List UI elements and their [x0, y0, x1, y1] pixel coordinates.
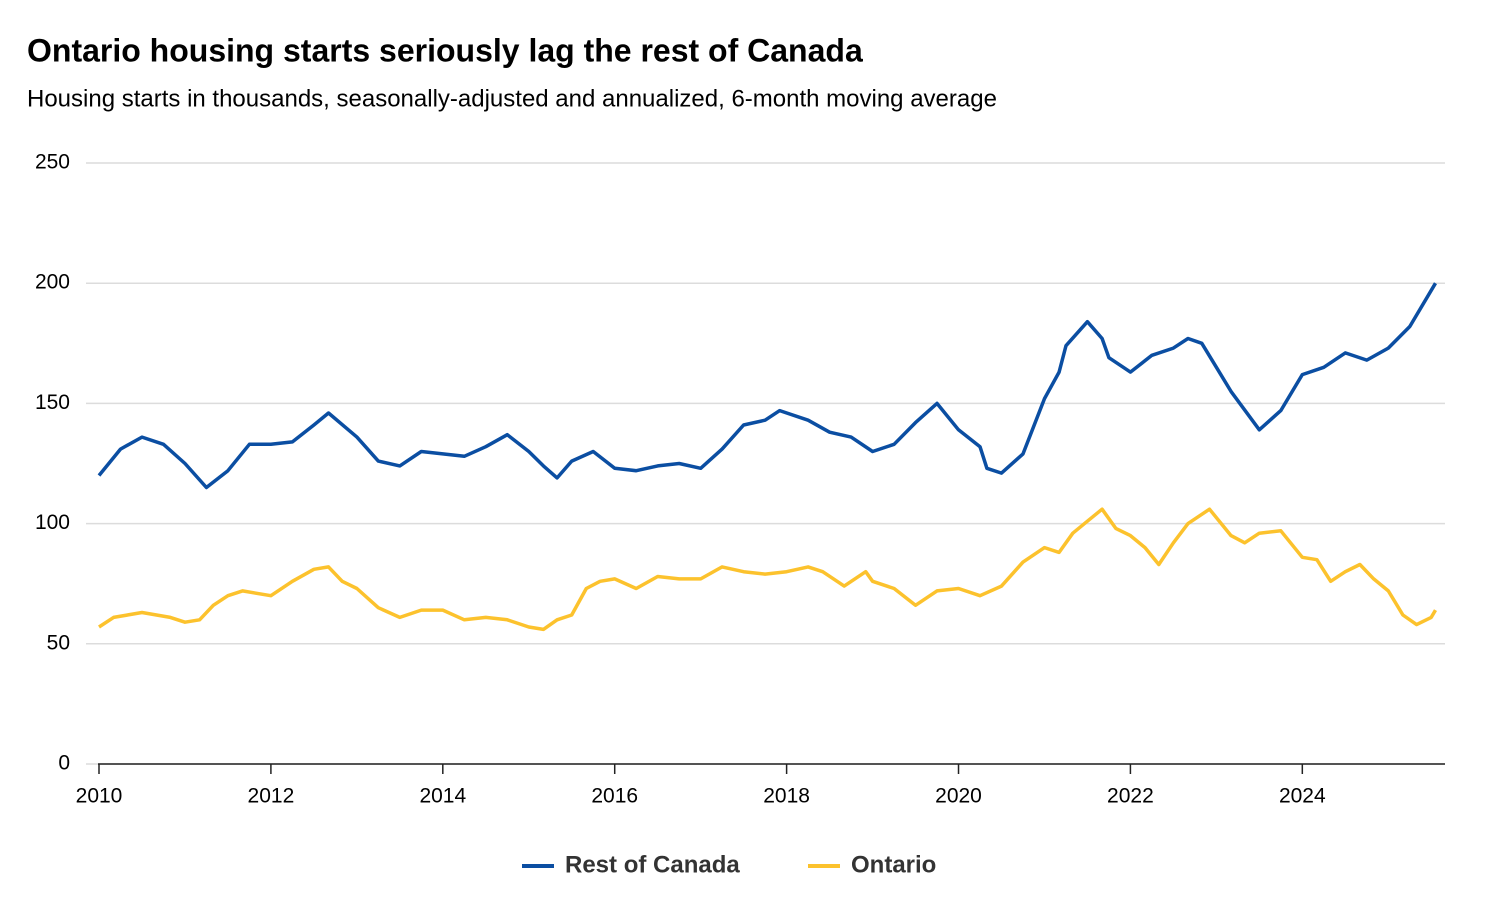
x-tick-label: 2016 [591, 785, 638, 808]
y-tick-label: 150 [35, 391, 70, 414]
y-tick-label: 50 [47, 631, 70, 654]
x-tick-label: 2020 [935, 785, 982, 808]
x-tick-label: 2024 [1279, 785, 1326, 808]
chart-title: Ontario housing starts seriously lag the… [27, 32, 863, 68]
x-tick-label: 2022 [1107, 785, 1154, 808]
y-tick-label: 250 [35, 151, 70, 174]
series-line [97, 282, 1438, 490]
legend-label: Rest of Canada [565, 851, 740, 878]
x-tick-label: 2012 [248, 785, 295, 808]
x-tick-label: 2018 [763, 785, 810, 808]
chart-subtitle: Housing starts in thousands, seasonally-… [27, 85, 997, 112]
y-tick-label: 200 [35, 271, 70, 294]
y-tick-label: 0 [58, 752, 70, 775]
x-tick-label: 2014 [419, 785, 466, 808]
y-tick-label: 100 [35, 511, 70, 534]
x-tick-label: 2010 [76, 785, 123, 808]
series-line [98, 507, 1438, 632]
legend-label: Ontario [851, 851, 936, 878]
